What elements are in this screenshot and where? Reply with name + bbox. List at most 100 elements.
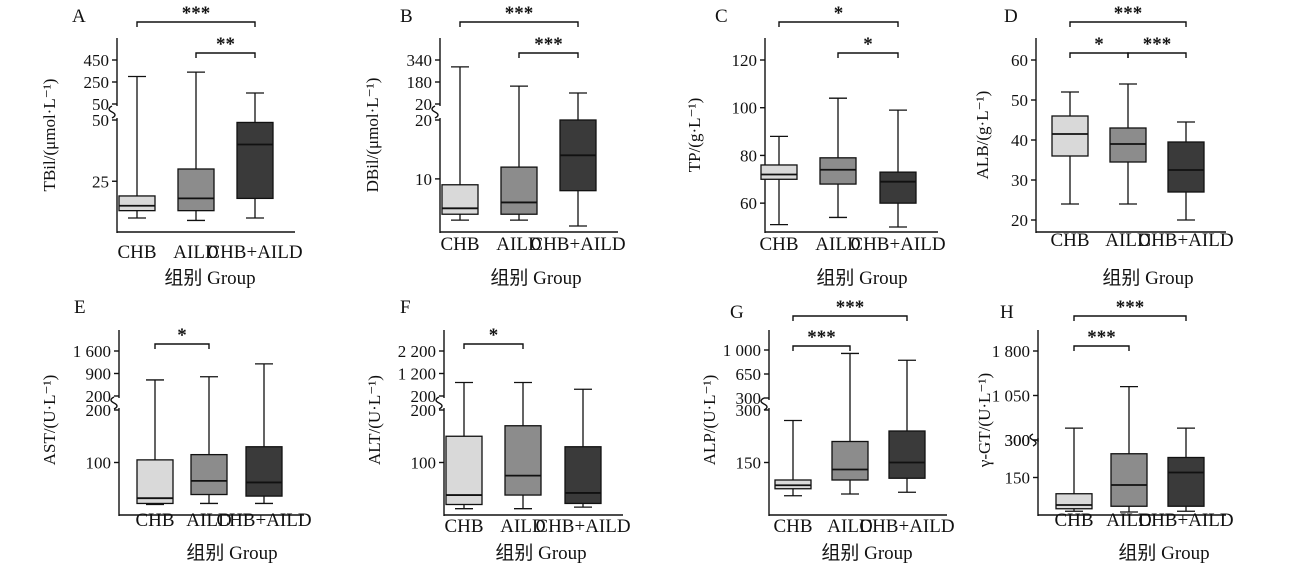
x-axis-title: 组别 Group bbox=[490, 267, 581, 289]
axis-break-mark bbox=[110, 396, 118, 410]
y-tick-label: 50 bbox=[92, 111, 109, 130]
y-tick-label: 1 800 bbox=[992, 342, 1030, 361]
y-tick-label: 1 000 bbox=[723, 341, 761, 360]
y-tick-label: 300 bbox=[1005, 431, 1031, 450]
y-tick-label: 1 600 bbox=[73, 342, 111, 361]
category-label: CHB+AILD bbox=[1138, 230, 1233, 251]
significance-label: *** bbox=[807, 327, 836, 348]
y-tick-label: 900 bbox=[86, 365, 112, 384]
box-chb-plus-aild bbox=[888, 359, 926, 493]
x-axis-title: 组别 Group bbox=[164, 267, 255, 289]
x-axis-title: 组别 Group bbox=[186, 542, 277, 564]
y-axis-title: ALT/(U·L⁻¹) bbox=[365, 375, 384, 465]
category-label: CHB+AILD bbox=[535, 516, 630, 537]
bracket-line bbox=[1069, 21, 1187, 27]
box-chb-plus-aild bbox=[1167, 427, 1205, 512]
box-iqr bbox=[445, 435, 483, 506]
y-axis-title: AST/(U·L⁻¹) bbox=[40, 375, 59, 466]
category-label: AILD bbox=[1106, 510, 1151, 531]
category-label: CHB bbox=[759, 234, 798, 255]
y-tick-label: 120 bbox=[732, 51, 758, 70]
panel-label: E bbox=[74, 297, 86, 318]
box-iqr bbox=[1055, 493, 1093, 510]
y-tick-label: 10 bbox=[415, 170, 432, 189]
box-iqr bbox=[1167, 456, 1205, 507]
y-tick-label: 1 050 bbox=[992, 387, 1030, 406]
box-iqr bbox=[441, 184, 479, 215]
x-axis-title: 组别 Group bbox=[821, 542, 912, 564]
significance-bracket: * bbox=[463, 325, 524, 349]
significance-label: *** bbox=[1116, 297, 1145, 318]
box-iqr bbox=[831, 440, 869, 481]
x-axis-title: 组别 Group bbox=[1118, 542, 1209, 564]
bracket-line bbox=[136, 21, 256, 27]
category-label: AILD bbox=[186, 510, 231, 531]
box-iqr bbox=[1110, 453, 1148, 507]
significance-bracket: * bbox=[1069, 34, 1129, 58]
bracket-line bbox=[778, 21, 899, 27]
box-iqr bbox=[118, 195, 156, 212]
box-iqr bbox=[500, 166, 538, 215]
category-label: CHB bbox=[117, 242, 156, 263]
category-label: CHB bbox=[135, 510, 174, 531]
significance-bracket: *** bbox=[792, 297, 908, 321]
significance-bracket: *** bbox=[136, 3, 256, 27]
category-label: AILD bbox=[1105, 230, 1150, 251]
significance-label: * bbox=[489, 325, 499, 346]
box-iqr bbox=[245, 446, 283, 497]
bracket-line bbox=[459, 21, 579, 27]
significance-bracket: *** bbox=[792, 327, 851, 351]
box-iqr bbox=[190, 453, 228, 496]
box-aild bbox=[1110, 385, 1148, 513]
y-tick-label: 250 bbox=[84, 73, 110, 92]
panel-label: G bbox=[730, 302, 744, 323]
y-tick-label: 40 bbox=[1011, 131, 1028, 150]
significance-bracket: *** bbox=[459, 3, 579, 27]
box-iqr bbox=[1167, 141, 1205, 193]
panel-label: B bbox=[400, 6, 413, 27]
box-chb bbox=[118, 75, 156, 219]
y-tick-label: 80 bbox=[740, 146, 757, 165]
significance-label: *** bbox=[182, 3, 211, 24]
y-tick-label: 100 bbox=[411, 454, 437, 473]
significance-bracket: *** bbox=[1073, 297, 1187, 321]
y-tick-label: 20 bbox=[1011, 211, 1028, 230]
box-chb bbox=[441, 66, 479, 221]
box-aild bbox=[177, 71, 215, 222]
box-chb bbox=[774, 419, 812, 497]
significance-label: ** bbox=[216, 34, 235, 55]
axis-break-mark bbox=[760, 397, 768, 411]
bracket-line bbox=[1127, 52, 1187, 58]
box-iqr bbox=[177, 168, 215, 212]
y-axis-title: TBil/(μmol·L⁻¹) bbox=[40, 79, 59, 192]
category-label: CHB+AILD bbox=[850, 234, 945, 255]
bracket-line bbox=[792, 315, 908, 321]
significance-bracket: *** bbox=[1069, 3, 1187, 27]
category-label: CHB bbox=[444, 516, 483, 537]
y-tick-label: 60 bbox=[740, 194, 757, 213]
significance-label: * bbox=[177, 325, 187, 346]
significance-label: * bbox=[834, 3, 844, 24]
box-iqr bbox=[819, 157, 857, 185]
box-iqr bbox=[888, 430, 926, 479]
y-axis-title: γ-GT/(U·L⁻¹) bbox=[975, 373, 994, 468]
box-iqr bbox=[236, 121, 274, 200]
y-tick-label: 300 bbox=[736, 389, 762, 408]
significance-bracket: ** bbox=[195, 34, 256, 58]
significance-label: *** bbox=[505, 3, 534, 24]
panel-label: D bbox=[1004, 6, 1018, 27]
bracket-line bbox=[518, 52, 579, 58]
bracket-line bbox=[837, 52, 899, 58]
significance-label: * bbox=[863, 34, 873, 55]
significance-bracket: * bbox=[837, 34, 899, 58]
panel-label: F bbox=[400, 297, 411, 318]
y-tick-label: 180 bbox=[407, 73, 433, 92]
significance-label: *** bbox=[534, 34, 563, 55]
box-chb-plus-aild bbox=[879, 109, 917, 228]
